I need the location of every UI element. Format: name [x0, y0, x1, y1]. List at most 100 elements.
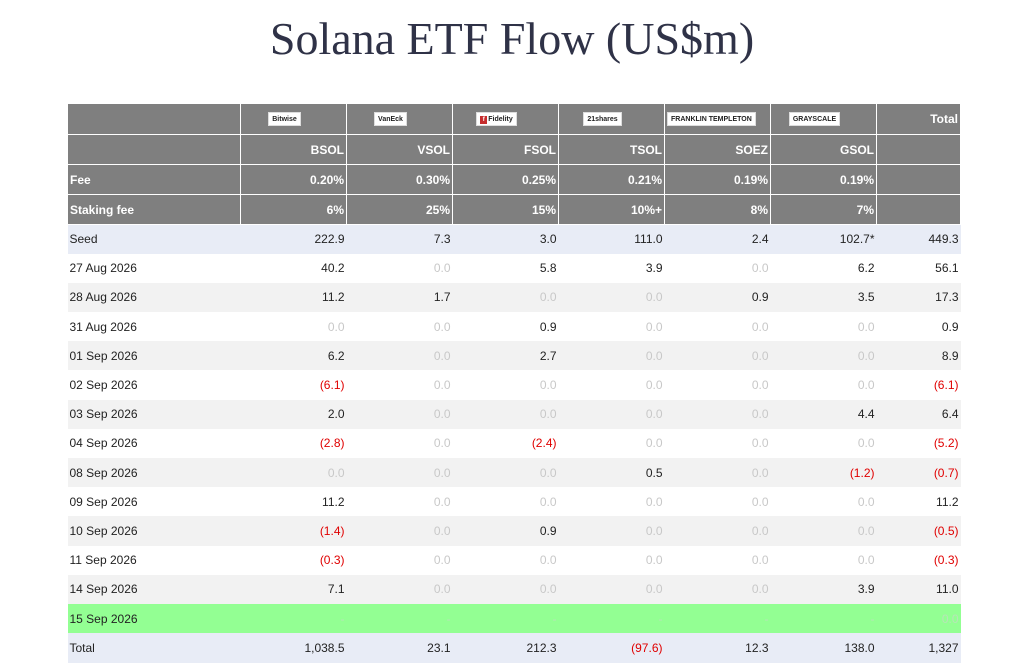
flow-cell: 2.7: [452, 341, 559, 371]
flow-cell: 0.0: [558, 428, 665, 458]
flow-cell: 0.0: [770, 487, 877, 517]
flow-cell: 6.2: [240, 341, 347, 371]
flow-cell: -: [558, 603, 665, 634]
table-row: 10 Sep 2026 (1.4) 0.0 0.9 0.0 0.0 0.0 (0.5): [67, 516, 961, 546]
row-date: 14 Sep 2026: [67, 574, 241, 604]
flow-cell: (2.8): [240, 428, 347, 458]
flow-cell: 0.0: [770, 545, 877, 575]
flow-cell: 0.9: [452, 516, 559, 546]
flow-cell: 0.0: [558, 574, 665, 604]
row-date: 09 Sep 2026: [67, 487, 241, 517]
fee-value: 0.20%: [240, 164, 347, 195]
flow-cell: 0.0: [770, 428, 877, 458]
row-total: (6.1): [876, 370, 961, 400]
flow-cell: 2.0: [240, 399, 347, 429]
row-date: 03 Sep 2026: [67, 399, 241, 429]
page-title: Solana ETF Flow (US$m): [269, 13, 755, 64]
flow-cell: 0.0: [346, 516, 453, 546]
flow-cell: -: [452, 603, 559, 634]
staking-fee-value: 10%+: [558, 194, 665, 225]
flow-cell: 3.0: [452, 224, 559, 254]
table-row: 09 Sep 2026 11.2 0.0 0.0 0.0 0.0 0.0 11.2: [67, 487, 961, 517]
fund-total: 138.0: [770, 633, 877, 664]
fidelity-logo: f Fidelity: [476, 112, 517, 127]
flow-cell: 4.4: [770, 399, 877, 429]
flow-cell: 0.0: [452, 574, 559, 604]
total-header: Total: [876, 103, 961, 135]
row-total: 17.3: [876, 282, 961, 313]
flow-cell: 0.0: [452, 370, 559, 400]
row-total: 0.9: [876, 312, 961, 342]
row-date: 08 Sep 2026: [67, 458, 241, 488]
staking-total-cell: [876, 194, 961, 225]
table-row: 11 Sep 2026 (0.3) 0.0 0.0 0.0 0.0 0.0 (0.3): [67, 545, 961, 575]
flow-cell: -: [346, 603, 453, 634]
fidelity-logo-text: Fidelity: [488, 116, 513, 124]
flow-cell: 0.0: [346, 487, 453, 517]
flow-cell: 0.0: [770, 370, 877, 400]
flow-cell: 0.0: [558, 545, 665, 575]
flow-cell: 0.0: [346, 458, 453, 488]
row-date: 27 Aug 2026: [67, 253, 241, 283]
flow-cell: 3.5: [770, 282, 877, 313]
flow-cell: 40.2: [240, 253, 347, 283]
flow-cell: 0.0: [664, 312, 771, 342]
flow-cell: 0.0: [558, 312, 665, 342]
staking-fee-row: Staking fee 6% 25% 15% 10%+ 8% 7%: [67, 194, 961, 225]
flow-cell: -: [770, 603, 877, 634]
staking-fee-value: 8%: [664, 194, 771, 225]
flow-cell: 0.9: [664, 282, 771, 313]
flow-cell: 6.2: [770, 253, 877, 283]
row-date: 31 Aug 2026: [67, 312, 241, 342]
fee-label: Fee: [67, 164, 241, 195]
row-total: (0.3): [876, 545, 961, 575]
row-total: 6.4: [876, 399, 961, 429]
flow-cell: (1.2): [770, 458, 877, 488]
flow-cell: 0.0: [558, 341, 665, 371]
flow-cell: (1.4): [240, 516, 347, 546]
flow-cell: 0.0: [346, 545, 453, 575]
flow-cell: (2.4): [452, 428, 559, 458]
vaneck-logo: VanEck: [374, 112, 407, 127]
flow-cell: 0.0: [664, 574, 771, 604]
flow-cell: 0.0: [664, 516, 771, 546]
fidelity-mark-icon: f: [480, 116, 488, 125]
flow-cell: 0.0: [452, 487, 559, 517]
fee-total-cell: [876, 164, 961, 195]
flow-cell: 0.9: [452, 312, 559, 342]
vaneck-logo-cell: VanEck: [346, 103, 453, 135]
flow-cell: 222.9: [240, 224, 347, 254]
row-total: 449.3: [876, 224, 961, 254]
fee-row: Fee 0.20% 0.30% 0.25% 0.21% 0.19% 0.19%: [67, 164, 961, 195]
ticker-label: [67, 134, 241, 165]
ticker: VSOL: [346, 134, 453, 165]
21shares-logo-cell: 21shares: [558, 103, 665, 135]
table-row: 03 Sep 2026 2.0 0.0 0.0 0.0 0.0 4.4 6.4: [67, 399, 961, 429]
fee-value: 0.21%: [558, 164, 665, 195]
fund-total: 12.3: [664, 633, 771, 664]
flow-cell: 0.0: [558, 370, 665, 400]
flow-cell: 2.4: [664, 224, 771, 254]
flow-cell: 0.0: [664, 428, 771, 458]
row-total: 11.0: [876, 574, 961, 604]
flow-cell: 0.0: [664, 341, 771, 371]
flow-cell: 0.0: [770, 516, 877, 546]
fee-value: 0.25%: [452, 164, 559, 195]
flow-cell: 0.0: [770, 341, 877, 371]
table-row: 31 Aug 2026 0.0 0.0 0.9 0.0 0.0 0.0 0.9: [67, 312, 961, 342]
table-row: 27 Aug 2026 40.2 0.0 5.8 3.9 0.0 6.2 56.1: [67, 253, 961, 283]
flow-cell: 7.3: [346, 224, 453, 254]
flow-cell: 0.0: [664, 545, 771, 575]
table-row: 04 Sep 2026 (2.8) 0.0 (2.4) 0.0 0.0 0.0 (5.2): [67, 428, 961, 458]
flow-cell: 0.0: [346, 574, 453, 604]
ticker-row: BSOL VSOL FSOL TSOL SOEZ GSOL: [67, 134, 961, 165]
flow-cell: (0.3): [240, 545, 347, 575]
bitwise-logo-cell: Bitwise: [240, 103, 347, 135]
flow-cell: 0.0: [664, 399, 771, 429]
flow-cell: 3.9: [558, 253, 665, 283]
flow-cell: 0.0: [558, 516, 665, 546]
row-total: (0.5): [876, 516, 961, 546]
franklin-logo-cell: FRANKLIN TEMPLETON: [664, 103, 771, 135]
flow-cell: 0.0: [558, 399, 665, 429]
flow-cell: 0.0: [346, 341, 453, 371]
